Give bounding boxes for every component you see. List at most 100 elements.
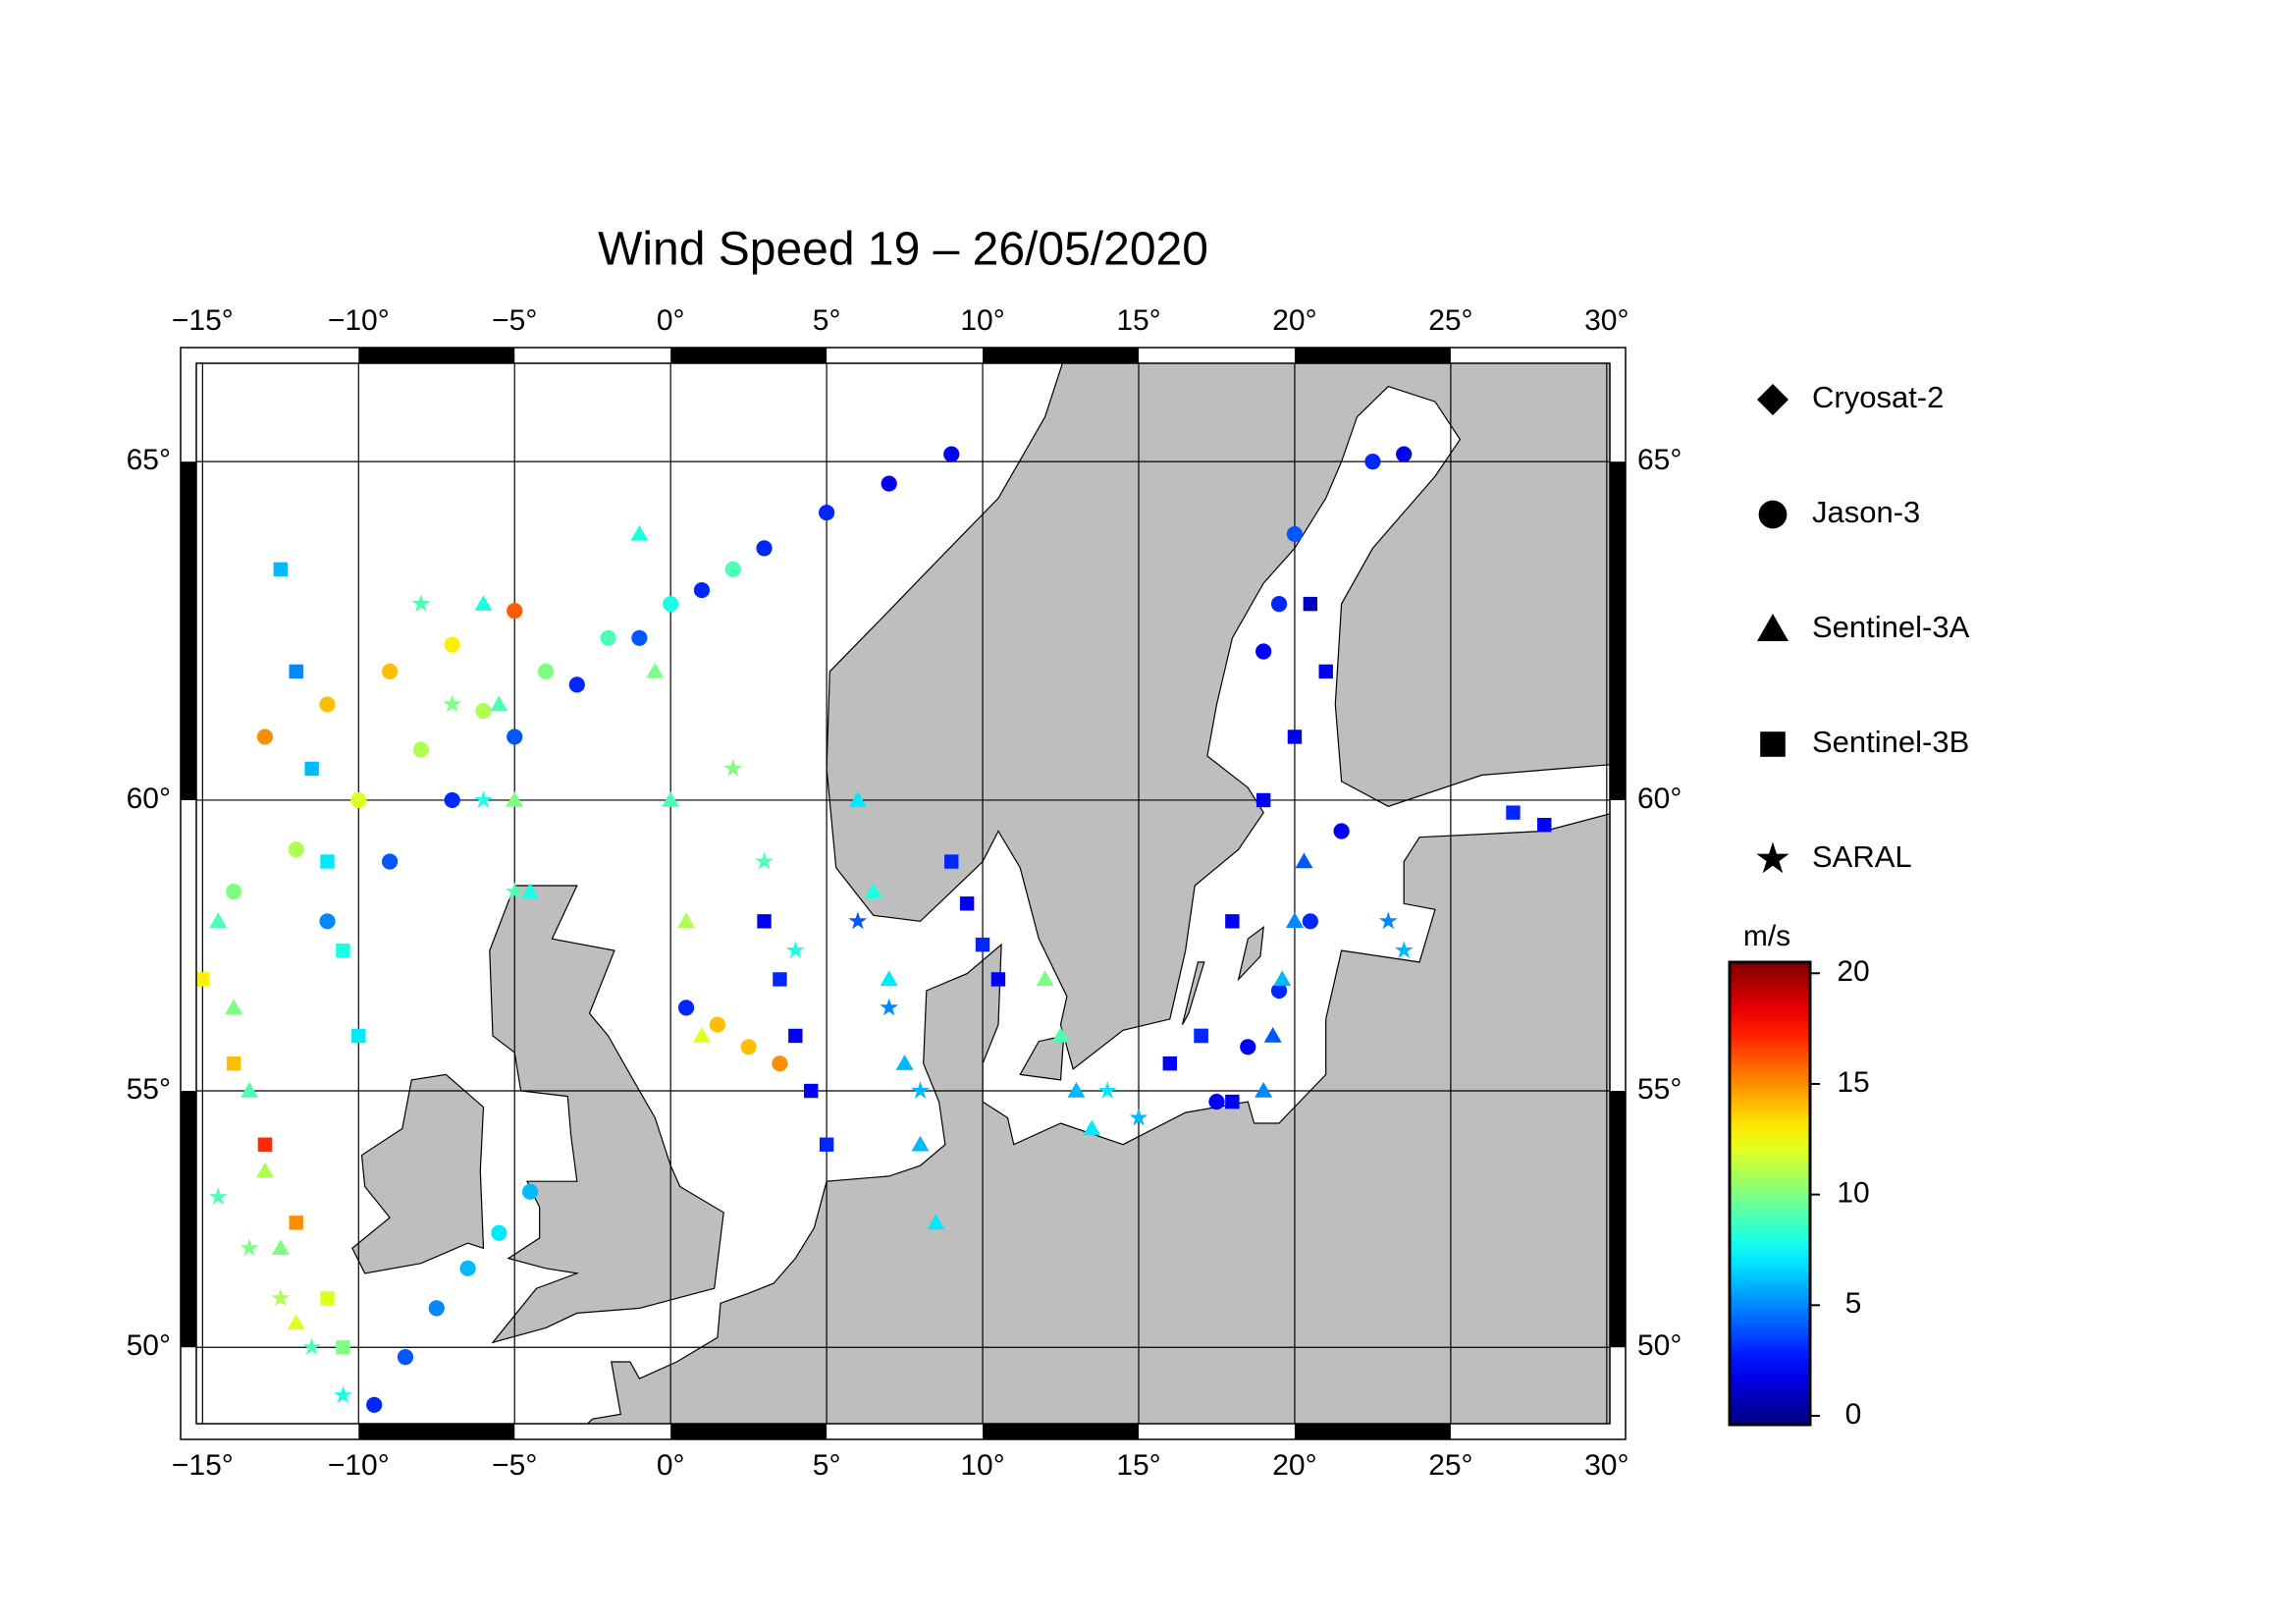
data-point bbox=[289, 664, 303, 679]
data-point bbox=[1287, 730, 1303, 744]
data-point bbox=[490, 695, 508, 712]
colorbar-unit: m/s bbox=[1743, 920, 1790, 952]
data-point bbox=[568, 676, 585, 693]
data-point bbox=[1097, 1081, 1117, 1099]
data-point bbox=[848, 911, 868, 930]
data-point bbox=[975, 937, 990, 952]
legend-marker bbox=[1760, 731, 1786, 757]
colorbar-tick-label: 0 bbox=[1845, 1398, 1862, 1431]
data-point bbox=[537, 663, 555, 679]
data-point bbox=[209, 912, 228, 929]
frame-segment bbox=[1610, 461, 1626, 800]
x-tick-label: 0° bbox=[657, 304, 685, 337]
data-point bbox=[522, 1183, 539, 1200]
frame-segment bbox=[358, 1424, 515, 1439]
land bbox=[1237, 925, 1264, 982]
legend: Cryosat-2 Jason-3 Sentinel-3A Sentinel-3B SA… bbox=[1756, 380, 1970, 874]
data-point bbox=[255, 1162, 274, 1178]
data-point bbox=[773, 972, 787, 987]
frame-segment bbox=[181, 461, 196, 800]
x-tick-label: 20° bbox=[1272, 304, 1316, 337]
data-point bbox=[256, 729, 274, 745]
x-tick-label: −15° bbox=[172, 304, 234, 337]
frame-segment bbox=[670, 348, 828, 363]
data-point bbox=[271, 1288, 291, 1307]
data-point bbox=[507, 729, 523, 745]
data-point bbox=[646, 662, 665, 678]
data-point bbox=[208, 1187, 228, 1206]
data-point bbox=[444, 791, 460, 809]
data-point bbox=[1333, 823, 1350, 839]
data-point bbox=[1302, 913, 1318, 930]
data-point bbox=[881, 475, 897, 492]
data-point bbox=[240, 1238, 259, 1257]
data-point bbox=[397, 1348, 414, 1366]
data-point bbox=[336, 943, 350, 958]
legend-marker bbox=[1757, 614, 1789, 641]
x-tick-label: −15° bbox=[172, 1449, 234, 1482]
data-point bbox=[630, 524, 649, 541]
land bbox=[351, 1073, 485, 1274]
data-point bbox=[692, 1026, 711, 1043]
data-point bbox=[943, 446, 960, 462]
data-point bbox=[226, 1055, 241, 1071]
data-point bbox=[1364, 454, 1381, 470]
data-point bbox=[756, 540, 773, 557]
data-point bbox=[755, 851, 774, 870]
x-tick-label: −10° bbox=[328, 304, 390, 337]
frame-segment bbox=[1294, 348, 1451, 363]
data-point bbox=[428, 1300, 445, 1317]
data-point bbox=[273, 562, 289, 577]
legend-label: Sentinel-3B bbox=[1812, 725, 1969, 759]
data-point bbox=[724, 561, 741, 577]
frame-inner bbox=[195, 362, 1611, 1425]
frame-outer bbox=[180, 347, 1627, 1440]
data-point bbox=[412, 741, 429, 758]
data-point bbox=[631, 629, 648, 646]
data-point bbox=[319, 913, 336, 930]
data-point bbox=[444, 636, 460, 653]
data-point bbox=[662, 790, 680, 807]
data-point bbox=[1162, 1055, 1177, 1071]
data-point bbox=[1270, 596, 1288, 613]
colorbar-tick-label: 10 bbox=[1837, 1177, 1869, 1210]
frame-segment bbox=[983, 348, 1139, 363]
data-point bbox=[927, 1214, 945, 1230]
data-point bbox=[959, 896, 975, 911]
colorbar-tick-label: 15 bbox=[1837, 1066, 1869, 1099]
data-point bbox=[1225, 1094, 1240, 1109]
legend-label: SARAL bbox=[1812, 839, 1912, 874]
land bbox=[1181, 961, 1205, 1025]
data-point bbox=[990, 972, 1006, 987]
data-point bbox=[1255, 792, 1271, 808]
land bbox=[586, 813, 1610, 1424]
data-point bbox=[302, 1337, 321, 1356]
x-tick-label: −5° bbox=[492, 1449, 537, 1482]
y-tick-label: 60° bbox=[1637, 783, 1682, 815]
map-title: Wind Speed 19 – 26/05/2020 bbox=[598, 224, 1208, 276]
legend-marker bbox=[1758, 500, 1788, 529]
x-tick-label: 30° bbox=[1584, 304, 1629, 337]
data-point bbox=[240, 1082, 259, 1098]
data-point bbox=[225, 999, 243, 1015]
data-point bbox=[1270, 982, 1288, 1000]
data-point bbox=[459, 1260, 476, 1276]
data-point bbox=[507, 602, 523, 620]
data-point bbox=[288, 841, 304, 858]
data-point bbox=[804, 1083, 819, 1099]
frame-segment bbox=[1610, 1091, 1626, 1348]
data-point bbox=[505, 882, 524, 900]
x-tick-label: 25° bbox=[1428, 304, 1472, 337]
data-point bbox=[880, 970, 898, 987]
x-tick-label: 5° bbox=[813, 1449, 841, 1482]
data-point bbox=[1285, 912, 1304, 929]
data-point bbox=[1208, 1093, 1225, 1110]
data-point bbox=[226, 884, 242, 900]
data-point bbox=[366, 1396, 383, 1413]
y-tick-label: 65° bbox=[1637, 444, 1682, 476]
data-point bbox=[895, 1055, 914, 1070]
x-tick-label: 0° bbox=[657, 1449, 685, 1482]
legend-label: Jason-3 bbox=[1812, 495, 1920, 529]
